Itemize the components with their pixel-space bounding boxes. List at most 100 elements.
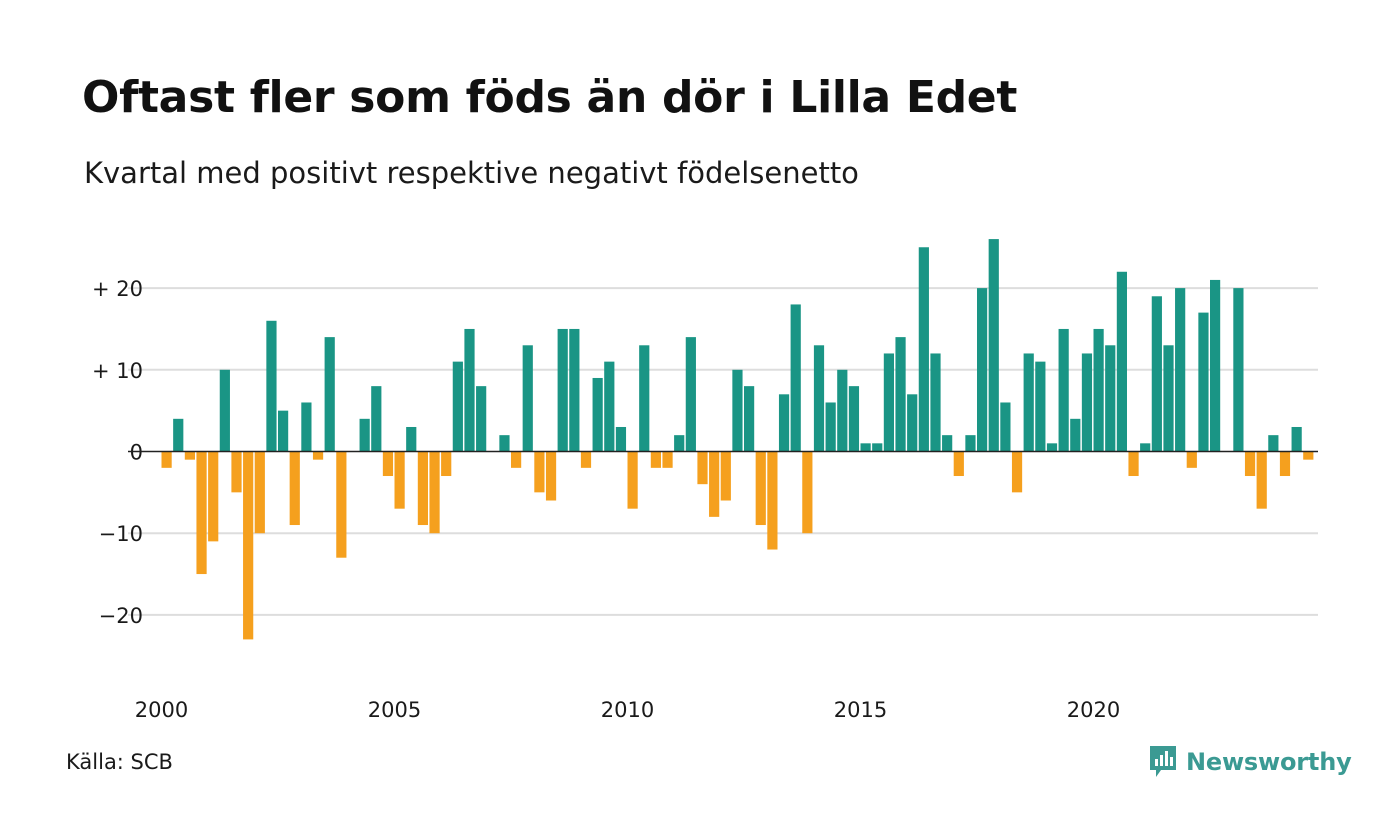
bar-2019Q3 xyxy=(1070,418,1081,452)
bar-2009Q3 xyxy=(604,361,615,452)
bar-2017Q2 xyxy=(965,435,976,452)
bar-2016Q4 xyxy=(942,435,953,452)
bar-2004Q2 xyxy=(359,418,370,452)
bar-2000Q1 xyxy=(161,451,172,468)
bar-2018Q3 xyxy=(1023,353,1034,452)
bar-2008Q1 xyxy=(534,451,545,493)
bar-2015Q3 xyxy=(883,353,894,452)
bar-2001Q3 xyxy=(231,451,242,493)
bar-2017Q4 xyxy=(988,239,999,452)
bar-2016Q2 xyxy=(918,247,929,452)
bar-2015Q4 xyxy=(895,337,906,452)
bar-2000Q4 xyxy=(196,451,207,575)
bar-2020Q1 xyxy=(1093,328,1104,452)
bar-2009Q1 xyxy=(580,451,592,468)
source-note: Källa: SCB xyxy=(66,750,173,774)
bar-2011Q2 xyxy=(685,337,696,452)
newsworthy-logo[interactable]: Newsworthy xyxy=(1148,744,1352,780)
bar-2003Q3 xyxy=(324,337,335,452)
brand-name: Newsworthy xyxy=(1186,748,1352,776)
bar-2019Q2 xyxy=(1058,328,1069,452)
x-tick-label: 2015 xyxy=(834,698,887,722)
bar-2001Q1 xyxy=(208,451,219,542)
bar-2002Q4 xyxy=(289,451,300,526)
bar-2005Q1 xyxy=(394,451,405,509)
bar-2017Q3 xyxy=(977,288,988,452)
bar-2002Q1 xyxy=(254,451,265,534)
bar-2010Q1 xyxy=(627,451,638,509)
bar-2022Q3 xyxy=(1210,279,1221,452)
bar-2013Q1 xyxy=(767,451,778,550)
chart-title: Oftast fler som föds än dör i Lilla Edet xyxy=(82,72,1018,123)
bar-2020Q2 xyxy=(1105,345,1116,452)
bar-2016Q3 xyxy=(930,353,941,452)
bar-2009Q2 xyxy=(592,377,603,452)
bar-2001Q4 xyxy=(243,451,254,640)
y-tick-label: 0 xyxy=(130,441,143,465)
bar-2023Q2 xyxy=(1244,451,1256,477)
bar-2010Q4 xyxy=(662,451,673,468)
bar-2008Q3 xyxy=(557,328,568,452)
x-tick-label: 2020 xyxy=(1067,698,1120,722)
bar-2004Q4 xyxy=(382,451,394,477)
bar-2000Q2 xyxy=(173,418,184,452)
bar-2018Q2 xyxy=(1011,451,1023,493)
bar-2021Q2 xyxy=(1151,296,1162,452)
bar-2006Q1 xyxy=(441,451,452,477)
bar-2013Q4 xyxy=(802,451,813,534)
bar-2003Q2 xyxy=(312,451,324,460)
bar-2019Q1 xyxy=(1046,443,1058,452)
bar-2016Q1 xyxy=(907,394,918,452)
bar-2023Q4 xyxy=(1268,435,1279,452)
bar-2001Q2 xyxy=(219,369,230,452)
bar-2014Q3 xyxy=(837,369,848,452)
bar-2012Q2 xyxy=(732,369,743,452)
bar-2015Q2 xyxy=(872,443,883,452)
x-tick-label: 2005 xyxy=(368,698,421,722)
bar-2013Q2 xyxy=(778,394,790,452)
newsworthy-logo-icon xyxy=(1150,746,1176,777)
bar-2002Q3 xyxy=(278,410,289,452)
y-tick-label: + 10 xyxy=(92,359,143,383)
bar-2006Q4 xyxy=(476,386,487,452)
bar-2009Q4 xyxy=(615,426,627,452)
bar-2015Q1 xyxy=(860,443,871,452)
bar-2006Q2 xyxy=(452,361,463,452)
bar-2003Q1 xyxy=(301,402,312,452)
bar-2020Q3 xyxy=(1116,271,1127,452)
axes: + 20 + 10 0 −10 −20 2000 2005 2010 2015 2020 xyxy=(92,277,1318,722)
bar-2023Q3 xyxy=(1256,451,1267,509)
bar-2020Q4 xyxy=(1128,451,1139,477)
bar-2006Q3 xyxy=(464,328,475,452)
bar-2010Q3 xyxy=(650,451,661,468)
bar-2007Q4 xyxy=(522,345,533,452)
bar-2013Q3 xyxy=(790,304,801,452)
bar-2019Q4 xyxy=(1081,353,1093,452)
bar-2005Q2 xyxy=(406,426,417,452)
bar-2014Q4 xyxy=(848,386,860,452)
bar-2011Q1 xyxy=(674,435,685,452)
bar-2024Q3 xyxy=(1303,451,1314,460)
bar-2008Q2 xyxy=(545,451,557,501)
bar-2005Q3 xyxy=(417,451,428,526)
bar-2004Q3 xyxy=(371,386,382,452)
bar-2010Q2 xyxy=(639,345,650,452)
bar-2003Q4 xyxy=(336,451,347,558)
chart-subtitle: Kvartal med positivt respektive negativt… xyxy=(84,156,859,190)
bar-2011Q3 xyxy=(697,451,708,485)
bar-2012Q4 xyxy=(755,451,766,526)
bar-2008Q4 xyxy=(569,328,580,452)
bar-2007Q3 xyxy=(511,451,522,468)
bar-2014Q2 xyxy=(825,402,836,452)
bar-2000Q3 xyxy=(184,451,195,460)
y-tick-label: + 20 xyxy=(92,277,143,301)
bar-2011Q4 xyxy=(709,451,720,517)
bar-2014Q1 xyxy=(813,345,825,452)
bar-2024Q2 xyxy=(1291,426,1302,452)
bar-2021Q1 xyxy=(1140,443,1151,452)
bar-2018Q1 xyxy=(1000,402,1011,452)
bar-2005Q4 xyxy=(429,451,440,534)
x-tick-label: 2010 xyxy=(601,698,654,722)
bar-2021Q3 xyxy=(1163,345,1174,452)
